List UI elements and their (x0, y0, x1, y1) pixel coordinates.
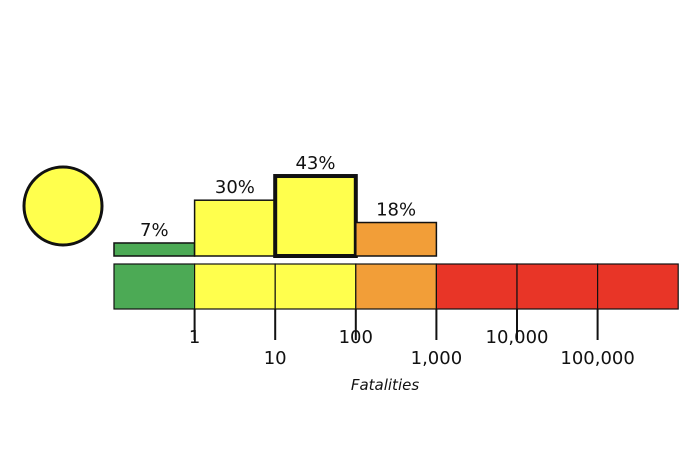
bar-percent-label: 18% (376, 200, 416, 221)
histogram-bar (193, 199, 276, 257)
tick-marks: 1 10 100 1,000 10,000 100,000 (189, 309, 635, 369)
tick-label: 1,000 (411, 348, 463, 369)
tick-label: 100 (339, 327, 373, 348)
alert-level-circle (22, 165, 104, 247)
tick-label: 10 (264, 348, 287, 369)
tick-label: 10,000 (486, 327, 549, 348)
scale-band-segment (194, 263, 276, 310)
histogram-bar (113, 242, 196, 257)
x-axis-title: Fatalities (351, 376, 420, 394)
scale-band-segment (355, 263, 437, 310)
scale-band-segment (435, 263, 518, 310)
scale-band-segment (113, 263, 196, 310)
histogram-bar (355, 221, 438, 257)
histogram-bar (273, 174, 358, 259)
scale-band-segment (596, 263, 679, 310)
tick-label: 100,000 (560, 348, 634, 369)
scale-band-segment (516, 263, 599, 310)
tick-label: 1 (189, 327, 200, 348)
bars-layer: 7% 30% 43% 18% (113, 153, 438, 259)
bar-percent-label: 30% (215, 177, 255, 198)
scale-band-segment (274, 263, 357, 310)
bar-percent-label: 43% (295, 153, 335, 174)
bar-percent-label: 7% (140, 220, 169, 241)
fatality-scale-band (113, 263, 679, 310)
